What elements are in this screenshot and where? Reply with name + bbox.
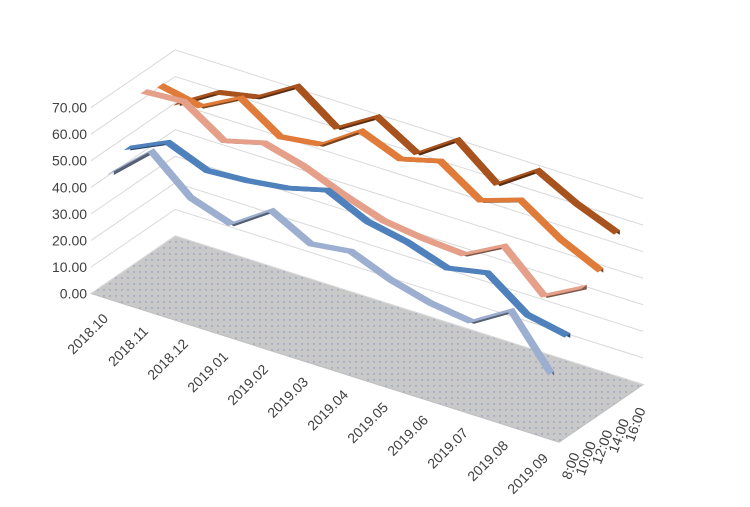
- series-segment: [557, 236, 604, 273]
- series-segment: [293, 83, 341, 130]
- series-segment: [524, 312, 571, 338]
- series-segment: [540, 284, 587, 298]
- y-tick-label: 50.00: [52, 153, 87, 169]
- x-tick-label: 2019.01: [184, 348, 231, 395]
- series-line-1000: [124, 139, 571, 338]
- y-gridline: [90, 235, 644, 386]
- x-tick-label: 2018.12: [144, 335, 191, 382]
- x-tick-label: 2019.06: [384, 412, 431, 459]
- series-segment: [203, 168, 251, 183]
- series-segment: [107, 148, 154, 175]
- series-segment: [413, 136, 460, 156]
- series-segment: [333, 114, 380, 130]
- y-tick-label: 40.00: [52, 179, 87, 195]
- series-segment: [573, 201, 621, 235]
- series-line-1200: [140, 89, 587, 298]
- series-segment: [164, 139, 211, 173]
- y-tick-label: 10.00: [52, 259, 87, 275]
- series-line-800: [107, 148, 555, 376]
- series-segment: [243, 178, 291, 191]
- series-line-1400: [157, 83, 604, 273]
- x-tick-label: 2019.07: [424, 424, 471, 471]
- series-segment: [253, 83, 300, 100]
- y-gridline: [90, 49, 644, 200]
- series-segment: [187, 195, 235, 227]
- series-segment: [307, 241, 355, 254]
- x-tick-label: 2019.05: [344, 399, 391, 446]
- x-tick-label: 2019.08: [464, 437, 511, 484]
- series-segment: [507, 307, 555, 376]
- series-segment: [283, 185, 332, 193]
- series-segment: [533, 167, 581, 207]
- series-segment: [317, 128, 364, 147]
- x-tick-label: 2018.10: [64, 310, 111, 357]
- y-gridline: [90, 155, 644, 306]
- series-line-1600: [173, 83, 621, 235]
- series-segment: [443, 265, 491, 276]
- series-segment: [227, 207, 274, 227]
- series-segment: [276, 134, 324, 147]
- y-tick-label: 0.00: [60, 286, 87, 302]
- series-segment: [347, 249, 395, 283]
- y-tick-label: 70.00: [52, 100, 87, 116]
- y-gridline: [90, 208, 644, 359]
- series-segment: [467, 307, 514, 324]
- series-segment: [476, 197, 525, 203]
- series-segment: [237, 95, 284, 140]
- y-tick-label: 60.00: [52, 126, 87, 142]
- y-tick-label: 30.00: [52, 206, 87, 222]
- series-segment: [493, 167, 540, 186]
- x-tick-label: 2019.04: [304, 386, 351, 433]
- x-tick-label: 2019.09: [504, 450, 551, 497]
- x-tick-label: 2019.03: [264, 374, 311, 421]
- x-tick-label: 2018.11: [105, 323, 152, 370]
- series-segment: [396, 156, 445, 164]
- series-segment: [267, 207, 315, 247]
- series-tick-label: 16:00: [622, 405, 649, 444]
- y-tick-label: 20.00: [52, 232, 87, 248]
- x-tick-label: 2019.02: [224, 361, 271, 408]
- series-segment: [387, 277, 435, 306]
- series-segment: [220, 138, 268, 146]
- series-segment: [517, 197, 564, 242]
